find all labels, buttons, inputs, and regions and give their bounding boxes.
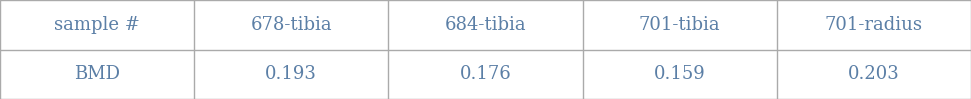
Bar (0, 0, 194, 50)
Text: 0.159: 0.159 (653, 65, 706, 83)
Bar (583, 0, 777, 50)
Text: 0.193: 0.193 (265, 65, 318, 83)
Bar (194, 50, 388, 99)
Bar (583, 50, 777, 99)
Bar (388, 50, 583, 99)
Text: 701-tibia: 701-tibia (639, 16, 720, 34)
Bar (777, 0, 971, 50)
Bar (777, 50, 971, 99)
Bar (0, 50, 194, 99)
Text: 701-radius: 701-radius (825, 16, 922, 34)
Bar (194, 0, 388, 50)
Text: sample #: sample # (54, 16, 140, 34)
Text: 684-tibia: 684-tibia (445, 16, 526, 34)
Text: 678-tibia: 678-tibia (251, 16, 332, 34)
Text: 0.176: 0.176 (459, 65, 512, 83)
Text: 0.203: 0.203 (848, 65, 900, 83)
Text: BMD: BMD (74, 65, 120, 83)
Bar (388, 0, 583, 50)
